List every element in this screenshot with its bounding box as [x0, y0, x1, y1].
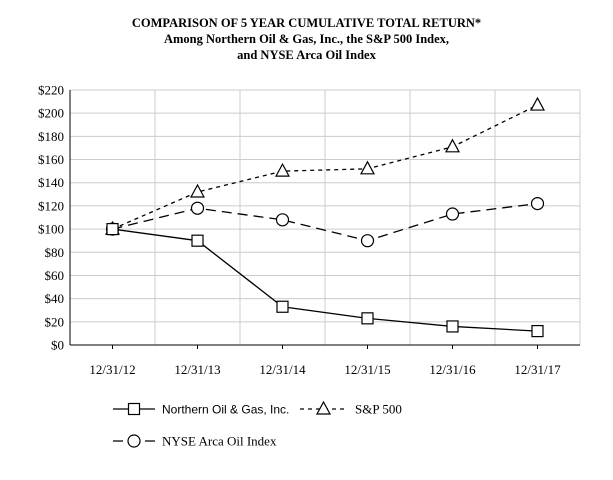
series-lines [104, 96, 546, 338]
data-point-square [446, 320, 459, 333]
y-tick-label: $80 [45, 245, 65, 260]
y-tick-label: $0 [51, 338, 64, 353]
legend-marker-triangle [315, 400, 332, 415]
chart-subtitle-line-2: and NYSE Arca Oil Index [237, 48, 376, 62]
data-point-triangle [274, 162, 291, 177]
data-point-circle [360, 234, 375, 248]
legend-marker-circle [127, 434, 141, 448]
legend-label: NYSE Arca Oil Index [162, 434, 277, 449]
data-point-triangle [189, 183, 206, 198]
series-circle [105, 196, 545, 248]
x-tick-label: 12/31/13 [174, 362, 220, 377]
data-point-circle [445, 207, 460, 221]
y-tick-label: $20 [45, 314, 65, 329]
y-tick-label: $220 [38, 83, 64, 98]
legend-item: NYSE Arca Oil Index [113, 434, 277, 449]
gridlines [69, 89, 581, 345]
legend: Northern Oil & Gas, Inc. S&P 500 NYSE Arca… [113, 400, 402, 449]
legend-item: S&P 500 [300, 400, 402, 417]
y-tick-label: $180 [38, 129, 64, 144]
y-tick-label: $140 [38, 175, 64, 190]
data-point-circle [190, 201, 205, 215]
data-point-triangle [444, 138, 461, 153]
y-tick-label: $200 [38, 106, 64, 121]
series-line [112, 228, 538, 332]
x-tick-label: 12/31/16 [429, 362, 476, 377]
data-point-circle [275, 213, 290, 227]
chart-subtitle-line-1: Among Northern Oil & Gas, Inc., the S&P … [163, 32, 450, 46]
y-tick-label: $120 [38, 198, 64, 213]
y-tick-label: $100 [38, 222, 64, 237]
x-tick-label: 12/31/14 [259, 362, 306, 377]
data-point-square [191, 234, 204, 247]
y-tick-label: $160 [38, 152, 64, 167]
data-point-square [106, 222, 119, 236]
data-point-square [276, 300, 289, 313]
legend-label: S&P 500 [355, 402, 402, 417]
chart-title: COMPARISON OF 5 YEAR CUMULATIVE TOTAL RE… [131, 16, 482, 30]
data-point-triangle [529, 96, 546, 111]
y-tick-label: $40 [45, 291, 65, 306]
x-tick-label: 12/31/12 [89, 362, 135, 377]
data-point-triangle [359, 160, 376, 175]
legend-marker-square [127, 402, 141, 416]
series-line [112, 104, 538, 230]
series-square [106, 222, 544, 338]
legend-item: Northern Oil & Gas, Inc. [113, 403, 289, 417]
legend-label: Northern Oil & Gas, Inc. [162, 403, 289, 417]
data-point-square [361, 312, 374, 325]
data-point-square [531, 324, 544, 338]
x-tick-label: 12/31/17 [514, 362, 561, 377]
data-point-circle [530, 196, 545, 211]
y-tick-label: $60 [45, 268, 65, 283]
series-line [112, 202, 538, 242]
axes: $0 $20 $40 $60 $80 $100 $120 $140 $160 $180 $200 $2… [38, 83, 580, 377]
chart-title-block: COMPARISON OF 5 YEAR CUMULATIVE TOTAL RE… [0, 15, 613, 63]
x-tick-label: 12/31/15 [344, 362, 390, 377]
series-triangle [104, 96, 546, 235]
